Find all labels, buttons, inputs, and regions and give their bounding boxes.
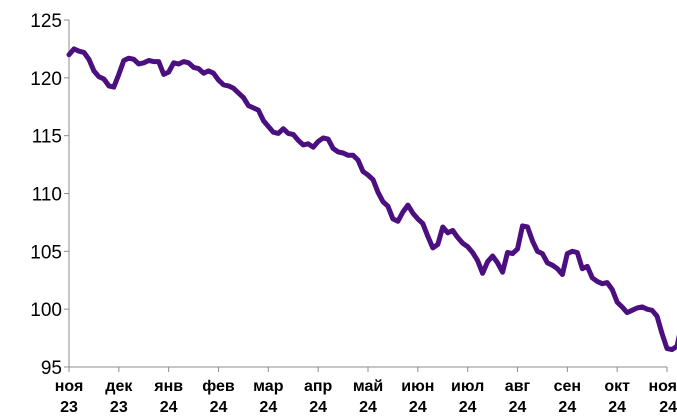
x-tick-label-year: 23 — [60, 399, 78, 416]
x-tick-label-month: апр — [304, 378, 333, 395]
x-tick-label-month: май — [353, 378, 383, 395]
y-tick-label: 110 — [32, 185, 62, 206]
series-line-0 — [66, 46, 677, 353]
y-tick-label: 100 — [30, 300, 62, 321]
y-tick-label: 95 — [41, 358, 62, 379]
x-axis: ноя 23 дек 23 янв 24 фев 24 мар 24 апр 24 май 24 июн 24… — [55, 366, 677, 416]
x-tick-label-year: 24 — [359, 399, 377, 416]
x-tick-label-year: 24 — [309, 399, 327, 416]
x-tick-label-year: 23 — [110, 399, 128, 416]
x-tick-label-year: 24 — [509, 399, 527, 416]
y-tick-label: 105 — [30, 242, 62, 263]
x-tick-label-year: 24 — [210, 399, 228, 416]
x-tick-label-year: 24 — [459, 399, 477, 416]
y-tick-label: 115 — [32, 127, 62, 148]
y-axis: 95 100 105 110 115 120 125 — [30, 11, 70, 379]
x-tick-label-month: ноя — [648, 378, 677, 395]
series-group — [66, 46, 677, 353]
x-tick-label-month: июн — [401, 378, 434, 395]
x-tick-label-year: 24 — [259, 399, 277, 416]
x-tick-label-month: фев — [202, 378, 235, 395]
x-tick-label-month: ноя — [55, 378, 84, 395]
x-tick-label-year: 24 — [160, 399, 178, 416]
x-tick-label-month: сен — [554, 378, 581, 395]
x-tick-label-month: мар — [253, 378, 284, 395]
x-tick-label-month: дек — [105, 378, 133, 395]
x-tick-label-year: 24 — [558, 399, 576, 416]
x-tick-label-month: янв — [153, 378, 183, 395]
x-tick-label-month: авг — [505, 378, 531, 395]
x-tick-label-month: июл — [451, 378, 484, 395]
x-tick-label-month: окт — [604, 378, 630, 395]
x-tick-label-year: 24 — [608, 399, 626, 416]
y-tick-label: 125 — [30, 11, 62, 32]
x-tick-label-year: 24 — [659, 399, 677, 416]
y-tick-label: 120 — [30, 69, 62, 90]
x-tick-label-year: 24 — [409, 399, 427, 416]
